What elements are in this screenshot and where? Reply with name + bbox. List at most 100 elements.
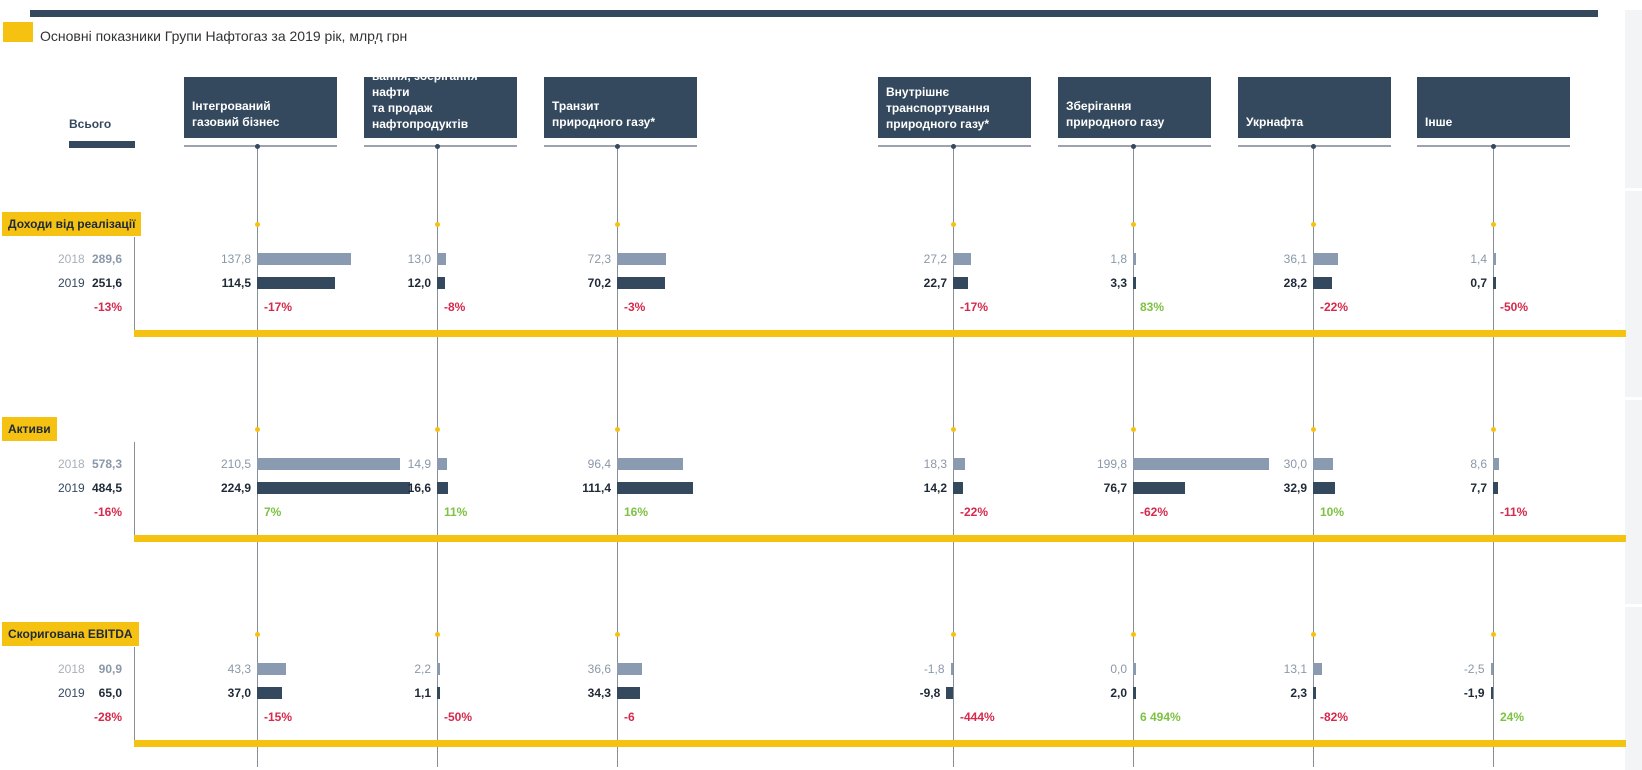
cell-value: 199,8 bbox=[1096, 457, 1127, 471]
axis-marker bbox=[1311, 427, 1316, 432]
change-percent: -22% bbox=[1320, 300, 1349, 314]
cell-value: 14,2 bbox=[923, 481, 947, 495]
column-header-line: Інше bbox=[1425, 115, 1453, 129]
cell-value: -2,5 bbox=[1463, 662, 1485, 676]
cell-value: 27,2 bbox=[923, 252, 947, 266]
column-header-line: та продаж нафтопродуктів bbox=[372, 101, 469, 131]
column-axis-line bbox=[437, 147, 438, 767]
bar-y2019 bbox=[946, 687, 953, 699]
bar-y2018 bbox=[1313, 663, 1322, 675]
column-axis-dot bbox=[1311, 144, 1316, 149]
bar-y2018 bbox=[437, 663, 440, 675]
top-rule bbox=[30, 10, 1598, 17]
cell-value: 13,0 bbox=[407, 252, 431, 266]
axis-marker bbox=[255, 427, 260, 432]
bar-y2018 bbox=[257, 663, 287, 675]
column-header-line: природного газу* bbox=[886, 117, 989, 131]
axis-marker bbox=[951, 632, 956, 637]
column-header-line: природного газу bbox=[1066, 115, 1165, 129]
bar-y2018 bbox=[1313, 458, 1334, 470]
bar-y2018 bbox=[437, 458, 448, 470]
column-header-line: Зберігання bbox=[1066, 99, 1132, 113]
axis-marker bbox=[615, 427, 620, 432]
cell-value: 1,4 bbox=[1470, 252, 1487, 266]
section-separator bbox=[134, 740, 1626, 747]
change-percent: -6 bbox=[624, 710, 635, 724]
section-left-axis bbox=[134, 647, 135, 745]
column-header-line: Укрнафта bbox=[1246, 115, 1304, 129]
total-value: 251,6 bbox=[91, 276, 122, 290]
bar-y2018 bbox=[617, 663, 642, 675]
column-header-line: Інтегрований bbox=[192, 99, 271, 113]
bar-y2019 bbox=[617, 277, 665, 289]
section-label: Активи bbox=[2, 417, 57, 441]
cell-value: 0,0 bbox=[1110, 662, 1127, 676]
bar-y2018 bbox=[1490, 663, 1493, 675]
bar-y2018 bbox=[1133, 663, 1136, 675]
bar-y2018 bbox=[617, 458, 683, 470]
column-header-line: Переробка, транспорту- bbox=[372, 37, 445, 67]
cell-value: 28,2 bbox=[1283, 276, 1307, 290]
section-label: Скоригована EBITDA bbox=[2, 622, 139, 646]
column-axis-dot bbox=[615, 144, 620, 149]
change-percent: -17% bbox=[264, 300, 293, 314]
axis-marker bbox=[1491, 427, 1496, 432]
cell-value: 30,0 bbox=[1283, 457, 1307, 471]
cell-value: -1,8 bbox=[923, 662, 945, 676]
column-axis-line bbox=[1133, 147, 1134, 767]
cell-value: 1,1 bbox=[414, 686, 431, 700]
title-marker bbox=[3, 22, 33, 42]
bar-y2019 bbox=[1133, 687, 1136, 699]
change-percent: -22% bbox=[960, 505, 989, 519]
column-axis-line bbox=[617, 147, 618, 767]
bar-y2019 bbox=[617, 687, 641, 699]
cell-value: 70,2 bbox=[587, 276, 611, 290]
change-percent: 16% bbox=[624, 505, 649, 519]
year-label: 2018 bbox=[58, 457, 85, 471]
column-header-line: газовий бізнес bbox=[192, 115, 280, 129]
column-axis-dot bbox=[255, 144, 260, 149]
bar-y2019 bbox=[1490, 687, 1493, 699]
cell-value: 2,2 bbox=[414, 662, 431, 676]
axis-marker bbox=[1131, 427, 1136, 432]
bar-y2019 bbox=[437, 277, 446, 289]
cell-value: 76,7 bbox=[1103, 481, 1127, 495]
cell-value: 224,9 bbox=[220, 481, 251, 495]
change-percent: 7% bbox=[264, 505, 282, 519]
cell-value: 22,7 bbox=[923, 276, 947, 290]
axis-marker bbox=[1491, 632, 1496, 637]
cell-value: 0,7 bbox=[1470, 276, 1487, 290]
section-separator bbox=[134, 535, 1626, 542]
bar-y2019 bbox=[617, 482, 693, 494]
year-label: 2018 bbox=[58, 252, 85, 266]
bar-y2018 bbox=[953, 458, 966, 470]
bar-y2018 bbox=[257, 458, 401, 470]
bar-y2018 bbox=[437, 253, 446, 265]
cell-value: 43,3 bbox=[227, 662, 251, 676]
section-separator bbox=[134, 330, 1626, 337]
column-header: Зберігання природного газу bbox=[1058, 77, 1211, 138]
change-percent: -82% bbox=[1320, 710, 1349, 724]
bar-y2019 bbox=[1313, 687, 1316, 699]
bar-y2018 bbox=[1493, 253, 1496, 265]
total-change: -16% bbox=[93, 505, 122, 519]
cell-value: 14,9 bbox=[407, 457, 431, 471]
column-header-underline bbox=[544, 145, 697, 147]
total-value: 578,3 bbox=[91, 457, 122, 471]
column-axis-line bbox=[1493, 147, 1494, 767]
axis-marker bbox=[1491, 222, 1496, 227]
column-header-underline bbox=[184, 145, 337, 147]
change-percent: 24% bbox=[1500, 710, 1525, 724]
column-header-underline bbox=[364, 145, 517, 147]
column-axis-dot bbox=[951, 144, 956, 149]
change-percent: -444% bbox=[960, 710, 995, 724]
page-title: Основні показники Групи Нафтогаз за 2019… bbox=[40, 28, 408, 44]
change-percent: -3% bbox=[624, 300, 646, 314]
column-header-line: вання, зберігання нафти bbox=[372, 69, 478, 99]
change-percent: -50% bbox=[444, 710, 473, 724]
column-axis-line bbox=[1313, 147, 1314, 767]
cell-value: 72,3 bbox=[587, 252, 611, 266]
column-header-line: транспортування bbox=[886, 101, 990, 115]
change-percent: 11% bbox=[444, 505, 468, 519]
side-strip-divider bbox=[1625, 397, 1642, 400]
